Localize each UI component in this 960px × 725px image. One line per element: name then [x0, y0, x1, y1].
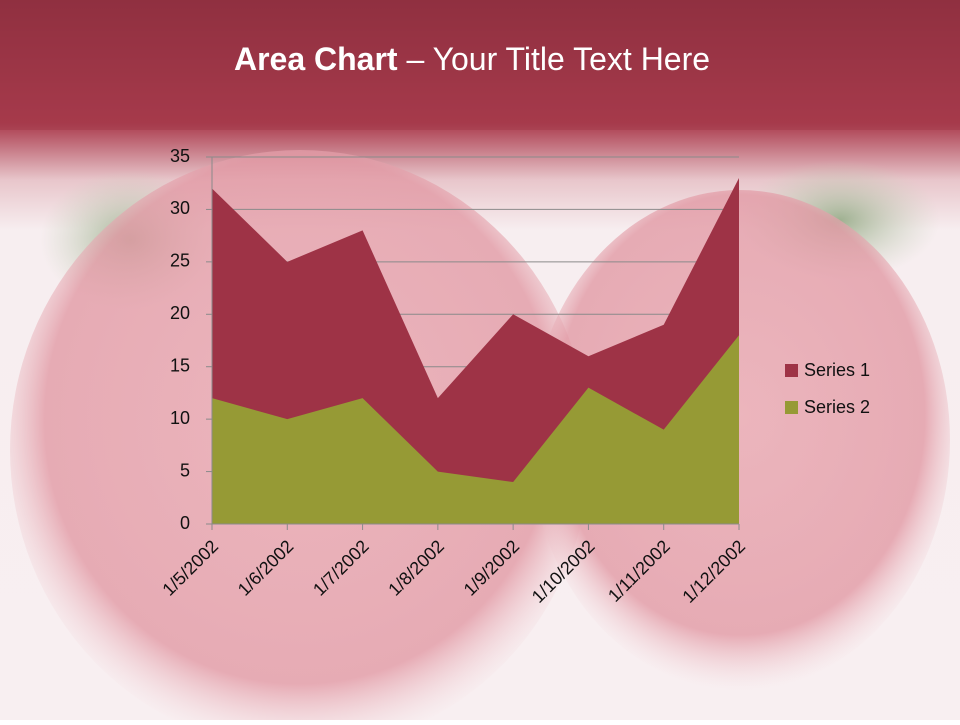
title-rest: – Your Title Text Here — [406, 41, 710, 77]
area — [212, 335, 739, 524]
y-tick-label: 0 — [180, 513, 190, 533]
title-band — [0, 0, 960, 130]
legend-swatch — [785, 401, 798, 414]
y-tick-label: 15 — [170, 355, 190, 375]
y-tick-label: 10 — [170, 408, 190, 428]
legend-swatch — [785, 364, 798, 377]
y-tick-label: 35 — [170, 146, 190, 166]
y-tick-label: 20 — [170, 303, 190, 323]
slide-title: Area Chart – Your Title Text Here — [234, 41, 710, 77]
y-tick-label: 30 — [170, 198, 190, 218]
y-tick-label: 25 — [170, 251, 190, 271]
legend-label: Series 1 — [804, 360, 870, 380]
legend-label: Series 2 — [804, 397, 870, 417]
title-bold: Area Chart — [234, 41, 398, 77]
y-tick-label: 5 — [180, 460, 190, 480]
berry — [530, 190, 950, 690]
